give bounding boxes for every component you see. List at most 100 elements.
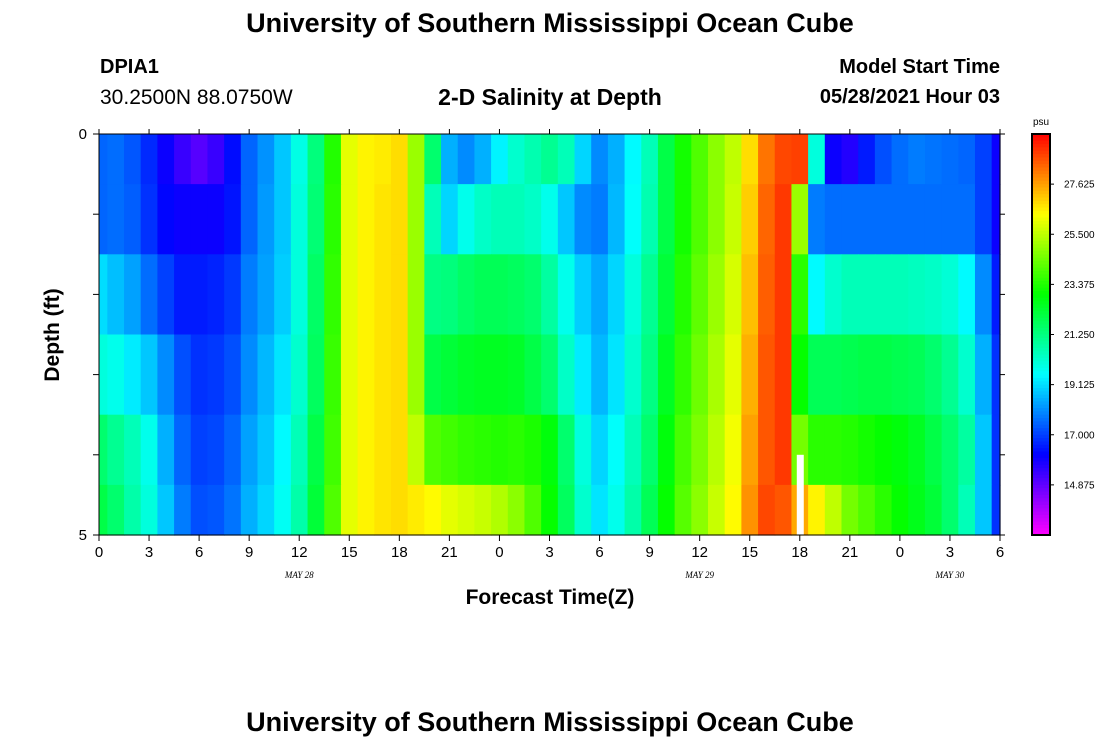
- colorbar-segment: [1032, 304, 1050, 309]
- heatmap-cell: [99, 414, 108, 486]
- heatmap-cell: [841, 134, 859, 185]
- colorbar-segment: [1032, 234, 1050, 239]
- heatmap-cell: [991, 414, 1001, 486]
- colorbar-segment: [1032, 401, 1050, 406]
- heatmap-cell: [207, 254, 225, 336]
- colorbar-segment: [1032, 508, 1050, 513]
- heatmap-cell: [541, 184, 559, 255]
- heatmap-cell: [174, 334, 192, 416]
- heatmap-cell: [941, 134, 959, 185]
- heatmap-cell: [274, 414, 292, 486]
- colorbar-segment: [1032, 501, 1050, 506]
- heatmap-cell: [924, 414, 943, 486]
- colorbar-segment: [1032, 421, 1050, 426]
- heatmap-cell: [390, 254, 409, 336]
- heatmap-cell: [607, 184, 626, 255]
- colorbar-segment: [1032, 397, 1050, 402]
- heatmap-cell: [290, 334, 309, 416]
- colorbar-segment: [1032, 207, 1050, 212]
- heatmap-cell: [140, 484, 158, 536]
- heatmap-cell: [507, 334, 526, 416]
- heatmap-cell: [441, 254, 459, 336]
- colorbar-segment: [1032, 274, 1050, 279]
- heatmap-cell: [858, 414, 876, 486]
- heatmap-cell: [674, 254, 692, 336]
- heatmap-cell: [874, 334, 893, 416]
- heatmap-cell: [741, 334, 759, 416]
- y-tick-label: 5: [79, 527, 87, 544]
- heatmap-cell: [574, 184, 592, 255]
- heatmap-cell: [457, 334, 476, 416]
- colorbar-segment: [1032, 381, 1050, 386]
- heatmap-cell: [290, 414, 309, 486]
- heatmap-cell: [124, 414, 142, 486]
- heatmap-cell: [724, 334, 742, 416]
- x-axis: 0 3 6 9 12 15 18 21 0 3 6 9 12 15 18 21 0 3 6 MAY 28 MAY 29 M…: [95, 129, 1004, 580]
- heatmap-cell: [624, 414, 642, 486]
- heatmap-cell: [874, 254, 893, 336]
- colorbar-segment: [1032, 468, 1050, 473]
- heatmap-cell: [257, 184, 275, 255]
- heatmap-cell: [958, 334, 976, 416]
- heatmap-cell: [708, 184, 726, 255]
- model-start-label: Model Start Time: [839, 56, 1000, 78]
- colorbar-segment: [1032, 428, 1050, 433]
- heatmap-cell: [140, 334, 158, 416]
- colorbar-segment: [1032, 331, 1050, 336]
- colorbar-segment: [1032, 344, 1050, 349]
- heatmap-cell: [741, 484, 759, 536]
- heatmap-cell: [591, 134, 609, 185]
- heatmap-cell: [941, 414, 959, 486]
- heatmap-cell: [307, 414, 325, 486]
- x-axis-label: Forecast Time(Z): [466, 586, 635, 609]
- colorbar-segment: [1032, 431, 1050, 436]
- heatmap-cell: [357, 414, 375, 486]
- colorbar-segment: [1032, 321, 1050, 326]
- heatmap-cell: [891, 184, 909, 255]
- heatmap-cell: [290, 184, 309, 255]
- heatmap-cell: [974, 184, 993, 255]
- heatmap-cell: [724, 414, 742, 486]
- heatmap-cell: [641, 184, 659, 255]
- page-title-top: University of Southern Mississippi Ocean…: [246, 8, 854, 38]
- heatmap-cell: [557, 414, 576, 486]
- colorbar-segment: [1032, 451, 1050, 456]
- heatmap-cell: [307, 254, 325, 336]
- heatmap-cells: [99, 134, 1001, 536]
- colorbar-segment: [1032, 140, 1050, 145]
- colorbar-segment: [1032, 284, 1050, 289]
- heatmap-cell: [841, 254, 859, 336]
- colorbar-segment: [1032, 351, 1050, 356]
- heatmap-cell: [441, 484, 459, 536]
- heatmap-cell: [874, 184, 893, 255]
- colorbar-segment: [1032, 271, 1050, 275]
- heatmap-cell: [607, 484, 626, 536]
- x-tick-label: 15: [741, 544, 758, 561]
- heatmap-cell: [140, 254, 158, 336]
- heatmap-cell: [524, 184, 542, 255]
- colorbar-segment: [1032, 230, 1050, 235]
- heatmap-cell: [99, 334, 108, 416]
- heatmap-cell: [107, 484, 125, 536]
- heatmap-cell: [407, 184, 425, 255]
- heatmap-cell: [390, 334, 409, 416]
- heatmap-cell: [240, 254, 259, 336]
- heatmap-cell: [357, 184, 375, 255]
- heatmap-cell: [424, 184, 442, 255]
- heatmap-cell: [674, 414, 692, 486]
- heatmap-cell: [491, 134, 509, 185]
- heatmap-cell: [724, 184, 742, 255]
- heatmap-cell: [674, 184, 692, 255]
- colorbar-segment: [1032, 197, 1050, 202]
- heatmap-cell: [774, 414, 793, 486]
- colorbar-segment: [1032, 418, 1050, 422]
- heatmap-cell: [808, 334, 826, 416]
- heatmap-cell: [274, 184, 292, 255]
- heatmap-cell: [908, 184, 926, 255]
- heatmap-cell: [874, 134, 893, 185]
- heatmap-cell: [924, 254, 943, 336]
- heatmap-cell: [624, 254, 642, 336]
- colorbar-segment: [1032, 377, 1050, 382]
- colorbar-segment: [1032, 484, 1050, 489]
